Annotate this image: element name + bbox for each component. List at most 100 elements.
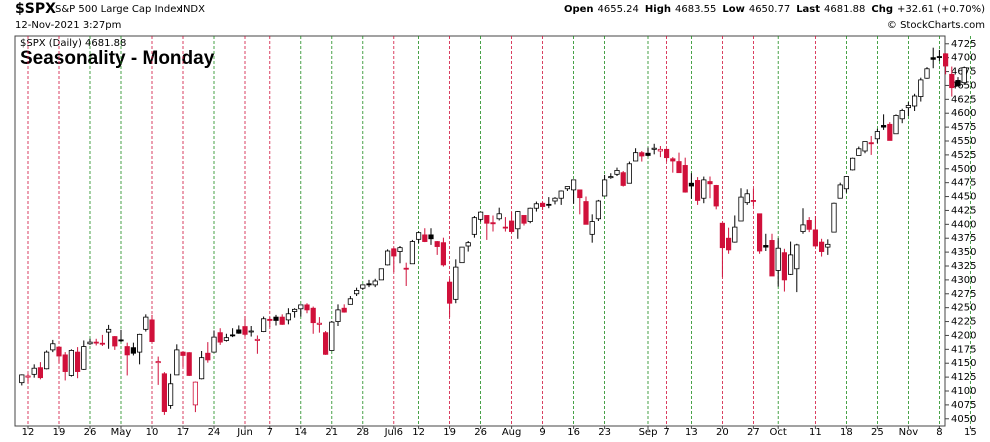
candle-body <box>174 349 180 376</box>
candle-body <box>533 203 540 209</box>
candle-body <box>769 240 775 277</box>
y-tick-label: 4725 <box>951 39 976 50</box>
y-tick-label: 4225 <box>951 317 976 328</box>
x-tick-label: 25 <box>871 427 884 438</box>
x-tick-label: 23 <box>598 427 611 438</box>
quote-value: +32.61 <box>897 4 934 15</box>
candle-body <box>595 200 602 220</box>
candle-body <box>552 197 558 202</box>
y-tick-label: 4375 <box>951 233 976 244</box>
candle-body <box>161 373 167 412</box>
candle-body <box>602 179 608 197</box>
candle-body <box>99 342 105 345</box>
candle-body <box>521 215 527 224</box>
candle-body <box>428 234 434 240</box>
candle-body <box>682 165 688 193</box>
candle-body <box>279 316 285 325</box>
candle-body <box>186 352 192 376</box>
quote-change-pct: (+0.70%) <box>937 4 985 15</box>
candle-body <box>924 68 930 79</box>
candle-body <box>868 142 874 145</box>
quote: Open 4655.24 High 4683.55 Low 4650.77 Last 4681… <box>564 4 985 15</box>
candle-body <box>577 189 583 199</box>
candle-body <box>633 152 639 162</box>
candle-body <box>422 234 428 242</box>
y-tick-label: 4075 <box>951 400 976 411</box>
y-tick-label: 4525 <box>951 150 976 161</box>
x-tick-label: 14 <box>294 427 307 438</box>
y-tick-label: 4275 <box>951 289 976 300</box>
candle-body <box>155 361 161 364</box>
candle-body <box>477 211 484 220</box>
candle-body <box>744 193 750 204</box>
x-tick-label: 27 <box>747 427 760 438</box>
x-tick-label: 10 <box>146 427 159 438</box>
candle-body <box>837 184 843 199</box>
candle-body <box>912 95 918 107</box>
quote-label: Last <box>796 4 820 15</box>
candle-body <box>614 170 620 175</box>
candle-body <box>403 267 409 270</box>
candle-body <box>298 304 304 310</box>
candle-body <box>37 367 44 379</box>
quote-label: Chg <box>871 4 893 15</box>
x-tick-label: 12 <box>22 427 35 438</box>
candle-body <box>881 125 887 128</box>
candle-body <box>459 246 465 264</box>
candle-body <box>608 176 614 179</box>
candle-body <box>167 383 174 406</box>
candle-body <box>781 252 788 281</box>
candle-body <box>800 224 806 232</box>
x-tick-label: 26 <box>84 427 97 438</box>
candle-body <box>260 318 267 332</box>
candle-body <box>961 67 967 84</box>
x-tick-label: May <box>111 427 132 438</box>
candle-body <box>391 248 397 257</box>
candle-body <box>484 215 490 224</box>
description: S&P 500 Large Cap Index <box>55 4 182 15</box>
candle-body <box>794 244 800 270</box>
candle-body <box>471 217 478 235</box>
candle-body <box>819 241 825 252</box>
candle-body <box>856 148 862 156</box>
quote-label: Open <box>564 4 594 15</box>
candle-body <box>726 237 732 251</box>
candle-body <box>453 266 459 300</box>
candle-body <box>409 241 416 265</box>
y-tick-label: 4625 <box>951 94 976 105</box>
candle-body <box>341 307 347 313</box>
x-tick-label: 8 <box>936 427 942 438</box>
x-tick-label: Sep <box>639 427 658 438</box>
candle-body <box>775 247 781 271</box>
candle-body <box>19 374 25 384</box>
candle-body <box>198 357 205 380</box>
x-tick-label: 19 <box>443 427 456 438</box>
y-tick-label: 4250 <box>951 303 976 314</box>
x-tick-label: 7 <box>267 427 273 438</box>
candle-body <box>571 179 577 191</box>
candle-body <box>75 351 81 372</box>
candle-body <box>893 115 899 135</box>
candle-body <box>943 53 949 67</box>
candle-body <box>955 80 961 87</box>
candle-body <box>68 350 74 376</box>
x-tick-label: 18 <box>840 427 853 438</box>
x-tick-label: Jun <box>236 427 253 438</box>
timestamp: 12-Nov-2021 3:27pm <box>15 20 121 31</box>
candle-body <box>360 284 366 289</box>
candle-body <box>229 334 236 337</box>
y-tick-label: 4575 <box>951 122 976 133</box>
y-tick-label: 4650 <box>951 80 976 91</box>
quote-value: 4655.24 <box>598 4 639 15</box>
candle-body <box>304 304 310 311</box>
candle-body <box>329 321 335 351</box>
x-tick-label: 7 <box>663 427 669 438</box>
y-tick-label: 4150 <box>951 358 976 369</box>
candle-body <box>112 336 118 347</box>
candle-body <box>527 207 533 222</box>
candle-body <box>372 280 378 286</box>
x-tick-label: 24 <box>208 427 221 438</box>
chart-title: Seasonality - Monday <box>20 48 215 69</box>
candle-body <box>496 213 502 220</box>
candle-body <box>136 333 143 353</box>
